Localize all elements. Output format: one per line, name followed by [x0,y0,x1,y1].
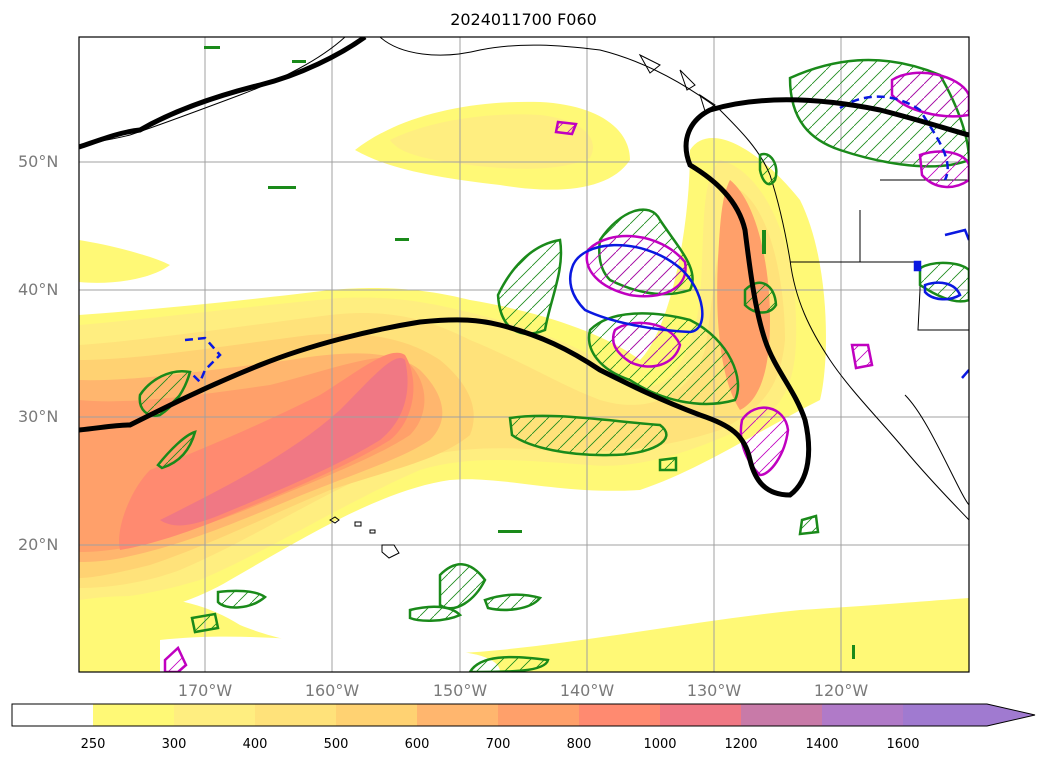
colorbar-tick-300: 300 [161,737,187,752]
colorbar-tick-500: 500 [323,737,349,752]
lat-label-50n: 50°N [18,152,59,171]
colorbar-segment-400 [255,704,336,726]
colorbar-segment-1000 [660,704,741,726]
lat-label-20n: 20°N [18,535,59,554]
ivt-800-band [119,352,414,550]
colorbar [11,703,1036,727]
colorbar-segment-600 [417,704,498,726]
colorbar-segment-300 [174,704,255,726]
colorbar-tick-1400: 1400 [805,737,839,752]
jet-contour [79,37,969,498]
lat-label-30n: 30°N [18,407,59,426]
lon-label-140w: 140°W [559,681,615,700]
colorbar-tick-400: 400 [242,737,268,752]
colorbar-segment-1200 [741,704,822,726]
ivt-coastal-800 [717,180,770,410]
colorbar-tick-800: 800 [566,737,592,752]
colorbar-segment-800 [579,704,660,726]
ivt-south-gap [160,636,500,672]
lon-label-120w: 120°W [813,681,869,700]
colorbar-outline [11,703,1036,727]
lon-label-130w: 130°W [686,681,742,700]
ivt-west-blob [79,240,170,283]
lat-label-40n: 40°N [18,280,59,299]
blue-contours [184,95,969,385]
green-small-marks [204,46,855,659]
colorbar-tick-700: 700 [485,737,511,752]
colorbar-tick-1600: 1600 [886,737,920,752]
ivt-1000-band [160,358,408,526]
map-frame [78,36,970,673]
colorbar-tick-600: 600 [404,737,430,752]
colorbar-segment-below [12,704,93,726]
lon-label-150w: 150°W [432,681,488,700]
colorbar-segment-1400 [822,704,903,726]
coastlines [79,37,969,559]
colorbar-segment-500 [336,704,417,726]
colorbar-tick-1200: 1200 [724,737,758,752]
lon-label-160w: 160°W [304,681,360,700]
ivt-north-inner [390,114,593,169]
map-title: 2024011700 F060 [450,10,597,29]
colorbar-tick-1000: 1000 [643,737,677,752]
magenta-contours [163,71,969,672]
colorbar-segment-700 [498,704,579,726]
colorbar-tick-250: 250 [80,737,106,752]
lon-label-170w: 170°W [177,681,233,700]
colorbar-segment-250 [93,704,174,726]
colorbar-extend-arrow [903,704,1035,726]
